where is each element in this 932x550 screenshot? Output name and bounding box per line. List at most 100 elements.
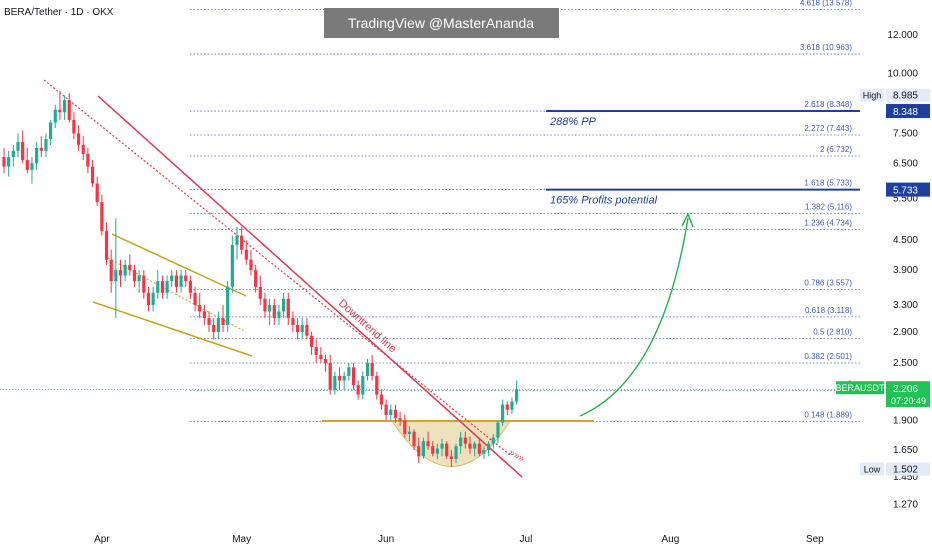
candle: [44, 133, 48, 158]
candle-body: [146, 292, 151, 306]
axis-badges: High 8.985 8.348 5.733 BERAUSDT 2.20607:20:49…: [835, 88, 930, 476]
candle: [379, 389, 384, 410]
candle-body: [459, 437, 463, 447]
time-axis: AprMayJunJulAugSepOct: [94, 534, 824, 545]
candle: [328, 354, 332, 395]
candle: [309, 332, 314, 355]
y-tick-label: 3.900: [893, 265, 918, 276]
candle: [393, 404, 398, 423]
candle-body: [449, 456, 453, 459]
candle: [142, 270, 146, 299]
candle: [268, 298, 272, 325]
candle: [25, 147, 29, 174]
candle-body: [468, 443, 472, 449]
candle-body: [49, 122, 53, 140]
candle: [403, 415, 407, 438]
candle-body: [431, 446, 435, 454]
watermark-banner: [324, 8, 559, 38]
candle: [473, 441, 477, 457]
y-tick-label: 1.900: [893, 415, 918, 426]
target-price-value: 8.348: [893, 107, 918, 118]
candle-body: [58, 109, 62, 113]
candle: [128, 254, 132, 276]
candle: [184, 270, 188, 287]
candle-body: [11, 150, 15, 158]
candle: [491, 434, 495, 449]
y-tick-label: 1.270: [893, 500, 918, 511]
candle: [445, 441, 449, 459]
candle: [170, 270, 174, 287]
candle: [263, 292, 267, 319]
candle: [221, 305, 225, 333]
candle-body: [123, 264, 127, 276]
candle: [16, 133, 20, 158]
candle-body: [235, 235, 239, 245]
rounded-bottom-pattern: [391, 420, 511, 467]
candle-body: [337, 376, 342, 381]
candle-body: [76, 133, 81, 145]
candle: [286, 292, 290, 325]
candle: [193, 286, 197, 312]
candle: [449, 449, 453, 468]
candle: [21, 130, 25, 164]
candle-body: [515, 389, 519, 402]
candle: [431, 441, 435, 457]
candle: [300, 318, 304, 340]
low-value-badge: [886, 462, 930, 476]
candle-body: [342, 376, 346, 381]
fib-level-label: 1.236 (4.734): [804, 219, 852, 228]
candle-body: [174, 275, 179, 287]
candle-body: [184, 275, 188, 282]
y-tick-label: 2.500: [893, 358, 918, 369]
candle: [81, 136, 85, 161]
candle-body: [370, 363, 374, 377]
target-annotation: 165% Profits potential: [550, 195, 658, 207]
candle: [347, 363, 351, 381]
fib-level-label: 2.618 (8.348): [804, 100, 852, 109]
candle-body: [356, 385, 360, 395]
candle: [305, 318, 309, 340]
candle-body: [482, 449, 486, 454]
fib-level-label: 0.148 (1.889): [804, 411, 852, 420]
candle-body: [142, 275, 146, 293]
candle-body: [137, 275, 141, 282]
candle-body: [249, 259, 253, 271]
candle-body: [230, 244, 234, 287]
candle: [440, 438, 444, 457]
candle: [356, 380, 360, 400]
candle-body: [510, 401, 514, 410]
candle-body: [323, 358, 328, 364]
candle-body: [282, 298, 286, 312]
candle-body: [454, 446, 458, 459]
candle: [384, 399, 388, 421]
candle: [230, 235, 234, 293]
candle-body: [21, 141, 25, 161]
candle: [53, 104, 57, 128]
candle-body: [81, 144, 85, 154]
candle-body: [463, 437, 467, 444]
candle-body: [305, 324, 309, 336]
candle: [216, 311, 220, 340]
candle-body: [160, 281, 165, 293]
candle-body: [156, 281, 160, 293]
candle: [342, 371, 346, 390]
candle-body: [473, 443, 477, 449]
candle: [254, 264, 258, 293]
candle: [235, 226, 239, 260]
x-tick-label: Jul: [520, 534, 533, 545]
candle-body: [244, 249, 248, 260]
candle: [2, 147, 6, 174]
candle: [417, 437, 421, 463]
candle-body: [263, 298, 267, 312]
candle: [351, 363, 356, 390]
candle: [165, 275, 169, 299]
symbol-label: BERAUSDT: [835, 383, 885, 393]
candle: [90, 160, 95, 188]
candle: [39, 136, 43, 158]
candle: [487, 441, 491, 457]
candle-body: [347, 367, 351, 377]
fib-level-label: 1.618 (5.733): [804, 179, 852, 188]
x-tick-label: Apr: [94, 534, 110, 545]
candle-body: [389, 409, 393, 416]
